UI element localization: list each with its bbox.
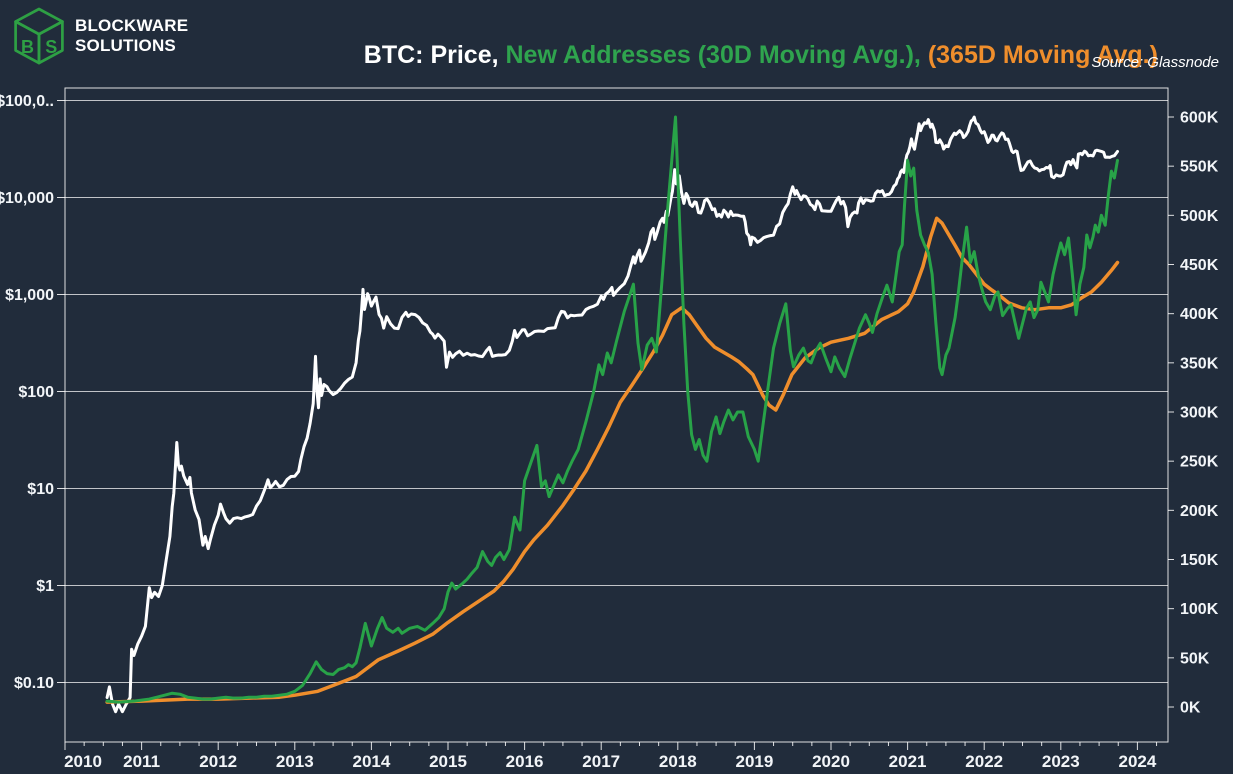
address-axis-label: 600K: [1180, 110, 1219, 127]
price-axis-label: $0.10: [14, 675, 54, 692]
address-axis-label: 200K: [1180, 503, 1219, 520]
title-30dma-segment: New Addresses (30D Moving Avg.),: [505, 41, 928, 69]
year-axis-label: 2023: [1042, 752, 1080, 771]
price-axis-label: $1,000: [5, 287, 54, 304]
chart-title: BTC: Price, New Addresses (30D Moving Av…: [336, 12, 1158, 99]
plot-border: [64, 87, 1169, 743]
year-axis-label: 2015: [429, 752, 467, 771]
source-attribution: Source: Glassnode: [1091, 54, 1219, 71]
year-axis-label: 2022: [965, 752, 1003, 771]
price-axis-label: $100: [18, 384, 54, 401]
year-axis-label: 2018: [659, 752, 697, 771]
address-axis-label: 0K: [1180, 700, 1201, 717]
address-axis-label: 150K: [1180, 552, 1219, 569]
logo-letter-b: B: [21, 37, 34, 57]
btc-price-line: [105, 115, 1119, 714]
logo-line-1: BLOCKWARE: [75, 16, 189, 35]
year-axis-label: 2010: [64, 752, 102, 771]
price-axis-label: $100,0..: [0, 93, 54, 110]
address-axis-label: 550K: [1180, 159, 1219, 176]
address-axis-label: 100K: [1180, 601, 1219, 618]
address-axis-label: 300K: [1180, 405, 1219, 422]
price-axis-label: $10: [27, 481, 54, 498]
year-axis-label: 2013: [276, 752, 314, 771]
logo-line-2: SOLUTIONS: [75, 36, 176, 55]
year-axis-label: 2017: [582, 752, 620, 771]
title-price-segment: BTC: Price,: [363, 41, 506, 69]
address-axis-label: 450K: [1180, 257, 1219, 274]
year-axis-label: 2014: [352, 752, 390, 771]
blockware-cube-icon: B S: [14, 7, 64, 65]
address-axis-label: 250K: [1180, 454, 1219, 471]
logo-letter-s: S: [45, 37, 57, 57]
year-axis-label: 2011: [123, 752, 160, 771]
logo-wordmark: BLOCKWARE SOLUTIONS: [75, 16, 188, 56]
year-axis-label: 2020: [812, 752, 850, 771]
new-addresses-30dma-line: [105, 115, 1119, 704]
year-axis-label: 2024: [1118, 752, 1156, 771]
year-axis-label: 2021: [889, 752, 927, 771]
blockware-logo: B S BLOCKWARE SOLUTIONS: [12, 7, 188, 65]
address-axis-label: 400K: [1180, 306, 1219, 323]
year-axis-label: 2019: [735, 752, 773, 771]
year-axis-label: 2016: [506, 752, 544, 771]
address-axis-label: 350K: [1180, 355, 1219, 372]
year-axis-label: 2012: [199, 752, 237, 771]
address-axis-label: 50K: [1180, 650, 1210, 667]
title-365dma-segment: (365D Moving Avg.): [927, 41, 1158, 69]
address-axis-label: 500K: [1180, 208, 1219, 225]
price-axis-label: $10,000: [0, 190, 54, 207]
price-axis-label: $1: [36, 578, 54, 595]
